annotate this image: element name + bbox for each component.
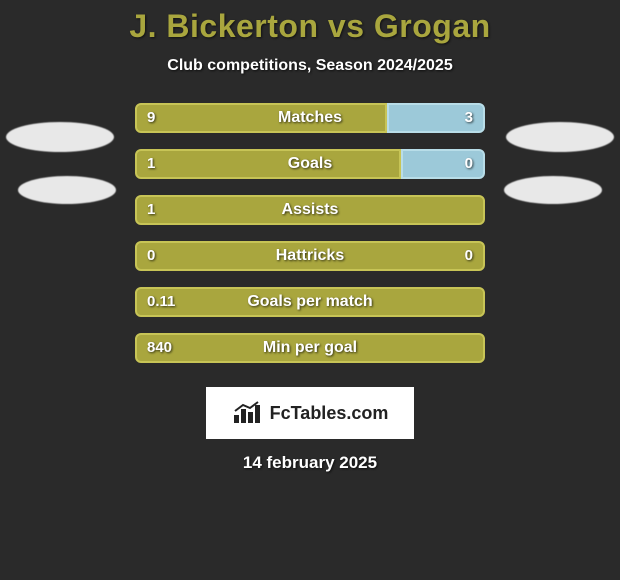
stats-rows: 93Matches 10Goals 1Assists 00Hattricks 0.11G…: [0, 103, 620, 379]
bar-track: 00Hattricks: [135, 241, 485, 271]
comparison-container: J. Bickerton vs Grogan Club competitions…: [0, 0, 620, 473]
bar-track: 1Assists: [135, 195, 485, 225]
stat-row: 10Goals: [0, 149, 620, 195]
stat-row: 00Hattricks: [0, 241, 620, 287]
stat-label: Goals per match: [135, 287, 485, 317]
bar-track: 10Goals: [135, 149, 485, 179]
stat-row: 840Min per goal: [0, 333, 620, 379]
subtitle: Club competitions, Season 2024/2025: [0, 57, 620, 75]
date-label: 14 february 2025: [0, 453, 620, 473]
stat-row: 93Matches: [0, 103, 620, 149]
source-badge: FcTables.com: [206, 387, 414, 439]
bar-track: 0.11Goals per match: [135, 287, 485, 317]
bar-track: 93Matches: [135, 103, 485, 133]
stat-row: 0.11Goals per match: [0, 287, 620, 333]
badge-text: FcTables.com: [270, 403, 389, 424]
page-title: J. Bickerton vs Grogan: [0, 8, 620, 45]
stat-label: Assists: [135, 195, 485, 225]
bar-track: 840Min per goal: [135, 333, 485, 363]
chart-icon: [232, 401, 264, 425]
stat-label: Matches: [135, 103, 485, 133]
stat-label: Hattricks: [135, 241, 485, 271]
stat-row: 1Assists: [0, 195, 620, 241]
stat-label: Min per goal: [135, 333, 485, 363]
stat-label: Goals: [135, 149, 485, 179]
